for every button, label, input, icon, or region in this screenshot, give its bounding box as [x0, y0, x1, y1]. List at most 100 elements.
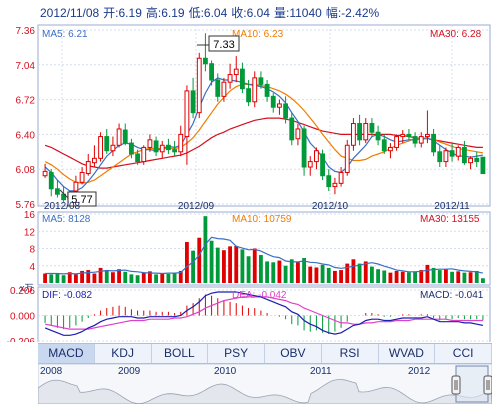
range-navigator[interactable]: 2008 2009 2010 2011 2012	[38, 364, 492, 404]
stock-chart[interactable]: 7.36 7.04 6.72 6.40 6.08 5.76 MA5: 6.21 MA10:…	[0, 0, 492, 342]
volume-bar	[388, 272, 393, 283]
volume-bar	[228, 246, 232, 283]
volume-bar	[413, 271, 417, 283]
quote-open: 开:6.19	[103, 6, 142, 20]
candle-body	[92, 157, 97, 164]
candle-body	[215, 79, 221, 97]
indicator-tabs: MACD KDJ BOLL PSY OBV RSI WVAD CCI	[38, 343, 492, 364]
candle-body	[85, 161, 91, 175]
volume-bar	[370, 266, 374, 283]
tab-wvad[interactable]: WVAD	[378, 344, 436, 363]
volume-bar	[419, 270, 424, 283]
high-annotation: 7.33	[197, 35, 240, 52]
candle-body	[73, 181, 79, 192]
low-label: 5.77	[71, 194, 92, 206]
volume-bar	[129, 274, 134, 283]
dea-line	[44, 296, 483, 330]
tab-kdj[interactable]: KDJ	[94, 344, 152, 363]
legend-ma10: MA10: 6.23	[232, 29, 284, 40]
candle-body	[338, 171, 344, 184]
volume-bar	[185, 242, 189, 283]
candle-body	[79, 171, 85, 183]
candle-body	[98, 136, 103, 159]
candle-body	[221, 81, 227, 97]
tab-psy[interactable]: PSY	[208, 344, 265, 363]
tab-cci[interactable]: CCI	[435, 344, 492, 363]
candle-body	[468, 157, 473, 164]
candle-body	[344, 144, 350, 173]
vol-legend-ma10: MA10: 10759	[232, 214, 292, 225]
candle-body	[147, 139, 153, 148]
tab-macd[interactable]: MACD	[38, 344, 95, 363]
candle-body	[357, 123, 362, 141]
volume-ma5-line	[45, 236, 484, 275]
volume-bar	[197, 237, 202, 283]
candle-body	[209, 63, 214, 81]
macd-tick-label: 0.206	[10, 286, 35, 297]
price-tick-label: 6.40	[16, 130, 36, 141]
quote-low: 低:6.04	[188, 6, 228, 20]
price-tick-label: 6.72	[16, 96, 36, 107]
volume-bar	[55, 273, 60, 283]
quote-date: 2012/11/08	[40, 6, 100, 20]
volume-bar	[450, 271, 454, 283]
navigator-left-handle[interactable]	[451, 375, 461, 395]
volume-bar	[382, 270, 387, 283]
volume-bar	[283, 265, 288, 283]
volume-bar	[252, 248, 257, 283]
navigator-right-handle[interactable]	[483, 375, 492, 395]
volume-bar	[462, 272, 467, 283]
ma10-line	[44, 83, 484, 184]
candle-body	[203, 57, 208, 65]
candle-body	[227, 74, 233, 83]
volume-bar	[400, 271, 405, 283]
macd-y-axis: 0.206 0.000 -0.206	[7, 286, 490, 342]
candle-body	[48, 171, 54, 190]
volume-bar	[277, 260, 282, 283]
volume-bar	[135, 275, 140, 283]
candle-body	[455, 146, 461, 157]
volume-bar	[92, 273, 97, 283]
navigator-selection[interactable]	[455, 365, 489, 403]
candle-body	[412, 136, 418, 144]
volume-tick-label: 16	[24, 210, 36, 221]
volume-grid	[38, 213, 490, 267]
volume-bar	[271, 262, 276, 283]
price-tick-label: 6.08	[16, 165, 36, 176]
volume-bar	[222, 250, 226, 283]
date-axis: 2012/08 2012/09 2012/10 2012/11	[44, 201, 470, 212]
volume-bar	[376, 269, 380, 283]
volume-bar	[351, 259, 356, 283]
candle-body	[258, 77, 264, 85]
candle-body	[116, 128, 122, 146]
candle-body	[277, 103, 282, 108]
price-tick-label: 5.76	[16, 200, 36, 211]
candle-body	[172, 149, 177, 153]
price-grid	[38, 25, 490, 206]
volume-bar	[333, 270, 337, 283]
volume-y-axis: 16 12 8 4	[24, 210, 36, 273]
candle-body	[184, 90, 190, 138]
volume-bar	[191, 250, 195, 283]
price-panel	[37, 24, 491, 207]
legend-ma5: MA5: 6.21	[42, 29, 88, 40]
candle-body	[437, 151, 443, 163]
tab-boll[interactable]: BOLL	[151, 344, 209, 363]
date-tick-label: 2012/11	[434, 201, 470, 212]
candle-body	[289, 117, 295, 141]
tab-rsi[interactable]: RSI	[321, 344, 379, 363]
volume-bar	[80, 270, 84, 283]
volume-bars	[43, 216, 485, 283]
candle-body	[375, 131, 381, 141]
candle-body	[233, 68, 239, 76]
tab-obv[interactable]: OBV	[265, 344, 322, 363]
candle-body	[425, 133, 430, 138]
quote-close: 收:6.04	[231, 6, 270, 20]
volume-bar	[407, 272, 411, 283]
volume-bar	[308, 266, 313, 283]
volume-tick-label: 4	[29, 262, 35, 273]
volume-tick-label: 8	[29, 245, 35, 256]
volume-bar	[160, 273, 165, 283]
candle-body	[240, 68, 245, 90]
candle-body	[129, 142, 134, 155]
